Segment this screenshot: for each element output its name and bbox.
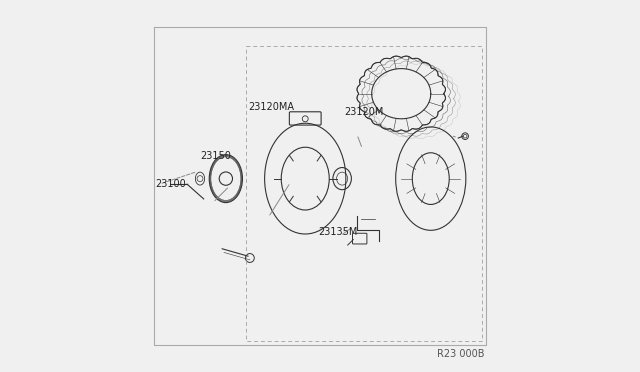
Text: 23100: 23100	[156, 179, 186, 189]
Text: 23135M: 23135M	[318, 227, 358, 237]
Text: 23120M: 23120M	[344, 107, 383, 117]
Text: R23 000B: R23 000B	[436, 349, 484, 359]
Text: 23150: 23150	[200, 151, 231, 161]
Text: 23120MA: 23120MA	[248, 102, 294, 112]
